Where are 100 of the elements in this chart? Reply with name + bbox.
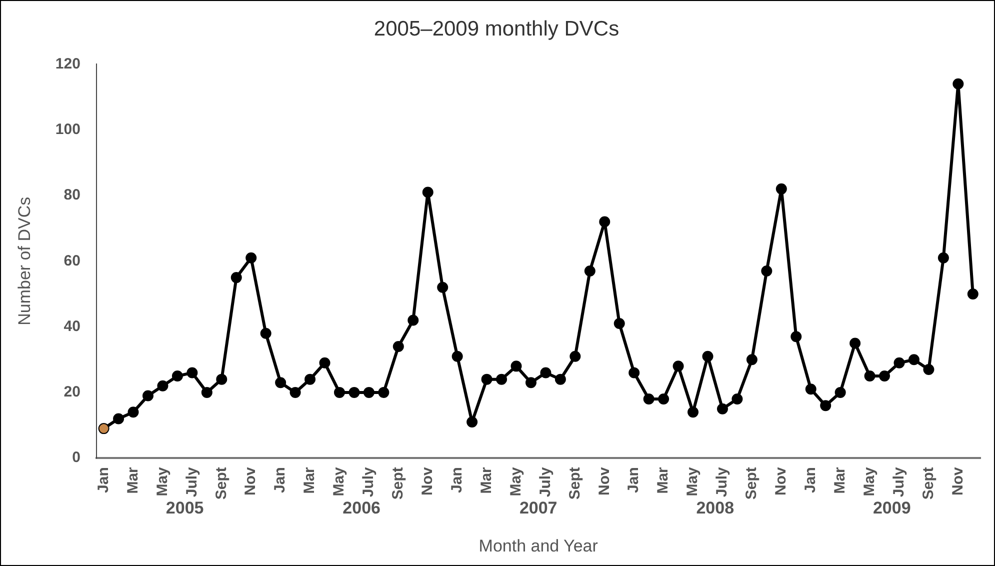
point: [363, 386, 374, 398]
point: [260, 328, 272, 339]
point: [392, 340, 404, 352]
x-tick-label: Jan: [272, 467, 289, 493]
y-tick-label: 80: [64, 186, 80, 204]
point: [319, 357, 330, 368]
point: [348, 386, 360, 398]
point: [246, 252, 257, 264]
x-tick-label: May: [684, 466, 702, 496]
x-tick-label: Mar: [301, 466, 318, 494]
point: [688, 406, 699, 418]
x-axis-title: Month and Year: [478, 536, 598, 556]
chart-title: 2005–2009 monthly DVCs: [374, 17, 620, 40]
x-tick-label: Mar: [831, 466, 848, 494]
point: [525, 377, 536, 388]
point: [938, 252, 949, 264]
text: 2005: [166, 498, 204, 518]
x-tick-label: Nov: [772, 466, 790, 496]
x-tick-label: Nov: [242, 466, 260, 496]
x-tick-label: Jan: [625, 467, 642, 493]
point: [230, 272, 242, 284]
x-tick-label: July: [360, 466, 378, 498]
point: [186, 367, 198, 378]
x-tick-label: Sept: [920, 467, 937, 500]
x-tick-label: Sept: [212, 467, 230, 500]
x-tick-label: May: [330, 466, 348, 496]
y-tick-label: 0: [72, 449, 80, 466]
point: [466, 416, 478, 428]
x-tick-label: Sept: [566, 467, 584, 500]
point: [628, 367, 640, 378]
point: [850, 338, 861, 349]
y-tick-label: 40: [64, 318, 80, 335]
point: [805, 384, 816, 395]
point: [172, 370, 183, 382]
point: [275, 377, 286, 388]
point: [746, 354, 758, 366]
point: [437, 282, 448, 293]
point: [599, 216, 610, 228]
point: [408, 314, 419, 326]
x-tick-label: Mar: [124, 466, 142, 494]
point: [894, 357, 905, 368]
y-tick-label: 60: [64, 252, 80, 270]
point: [304, 374, 316, 385]
point: [834, 386, 846, 398]
x-tick-label: July: [714, 466, 731, 498]
point: [570, 350, 581, 362]
y-tick-label: 100: [55, 120, 80, 138]
point: [540, 367, 552, 378]
text: 2009: [872, 498, 911, 518]
x-tick-label: July: [183, 466, 200, 498]
x-tick-label: July: [890, 466, 908, 498]
point: [643, 394, 654, 405]
y-tick-label: 20: [64, 384, 80, 401]
point: [584, 265, 596, 276]
point: [510, 360, 522, 372]
x-tick-label: Nov: [419, 466, 436, 496]
x-tick-label: Mar: [654, 466, 672, 494]
point: [98, 423, 110, 434]
point: [422, 186, 434, 198]
x-tick-label: Nov: [949, 466, 966, 496]
x-tick-label: Nov: [596, 466, 613, 496]
point: [761, 265, 772, 276]
y-axis-title: Number of DVCs: [14, 196, 34, 326]
point: [290, 386, 301, 398]
point: [554, 374, 566, 385]
point: [967, 288, 978, 300]
x-tick-label: May: [860, 466, 878, 496]
point: [142, 390, 154, 402]
point: [113, 413, 124, 424]
point: [952, 78, 964, 90]
point: [378, 386, 390, 398]
point: [923, 364, 934, 375]
point: [216, 374, 228, 385]
x-tick-label: May: [154, 466, 171, 496]
point: [334, 386, 345, 398]
point: [790, 331, 802, 342]
x-tick-label: Jan: [94, 467, 112, 493]
point: [716, 403, 728, 414]
x-tick-label: Jan: [448, 467, 466, 493]
point: [908, 354, 920, 366]
point: [776, 183, 787, 194]
point: [614, 318, 625, 330]
point: [864, 370, 876, 382]
point: [672, 360, 684, 372]
point: [732, 394, 743, 405]
text: 2006: [342, 498, 380, 518]
x-tick-label: Mar: [478, 466, 495, 494]
x-tick-label: Sept: [390, 467, 407, 500]
x-tick-label: May: [507, 466, 524, 496]
text: 2008: [696, 498, 734, 518]
point: [452, 350, 463, 362]
y-tick-label: 120: [55, 55, 80, 72]
point: [658, 394, 670, 405]
x-tick-label: Jan: [802, 467, 820, 493]
point: [201, 386, 212, 398]
x-tick-label: Sept: [743, 467, 760, 500]
point: [879, 370, 890, 382]
point: [496, 374, 508, 385]
point: [702, 350, 714, 362]
point: [481, 374, 492, 385]
